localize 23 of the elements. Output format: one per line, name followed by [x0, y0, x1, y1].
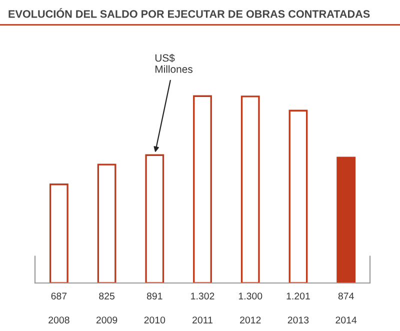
- data-label: 874: [338, 292, 354, 300]
- bar: [240, 96, 260, 284]
- x-tick-label: 2012: [240, 316, 261, 324]
- annotation: US$ Millones: [155, 54, 192, 73]
- data-label: 1.302: [191, 292, 214, 300]
- x-tick-label: 2013: [288, 316, 309, 324]
- x-tick-label: 2014: [336, 316, 357, 324]
- bar: [49, 184, 68, 284]
- data-label: 1.201: [286, 292, 310, 300]
- x-tick-label: 2009: [96, 316, 118, 324]
- x-tick-label: 2011: [192, 316, 212, 324]
- chart-title: EVOLUCIÓN DEL SALDO POR EJECUTAR DE OBRAS CONTRATADAS: [8, 8, 370, 18]
- data-label: 825: [99, 292, 114, 300]
- data-label: 891: [146, 292, 162, 300]
- bar: [193, 95, 212, 284]
- x-tick-label: 2010: [144, 316, 166, 324]
- bar: [288, 110, 308, 284]
- data-label: 1.300: [238, 292, 262, 300]
- bar: [97, 164, 116, 284]
- bar: [336, 156, 356, 284]
- x-tick-label: 2008: [48, 316, 70, 324]
- data-label: 687: [51, 292, 67, 300]
- bar: [145, 154, 164, 284]
